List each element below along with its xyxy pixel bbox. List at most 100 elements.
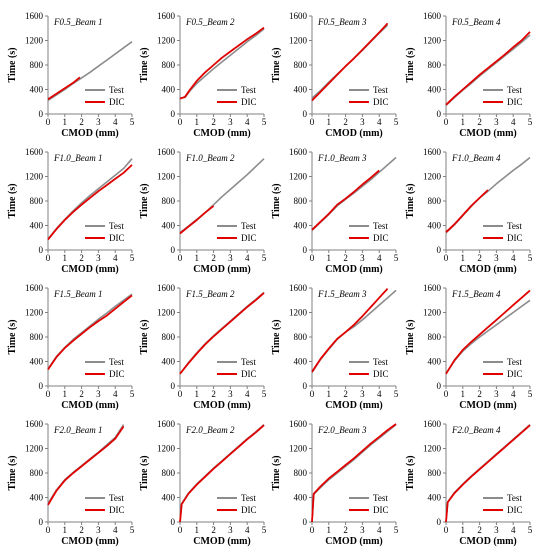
x-tick-label: 0: [444, 525, 449, 535]
y-tick-label: 0: [437, 517, 442, 527]
x-tick-label: 5: [262, 525, 267, 535]
panel-title: F2.0_Beam 1: [53, 425, 103, 435]
x-axis-label: CMOD (mm): [61, 264, 118, 275]
chart-panel: 0 400 800 1200 1600 0 1 2 3 4 5 CMOD (mm) Time (s) F1…: [271, 147, 399, 275]
y-axis-label: Time (s): [405, 47, 416, 82]
x-tick-label: 5: [262, 389, 267, 399]
x-axis-label: CMOD (mm): [325, 264, 382, 275]
legend-label: DIC: [241, 505, 257, 515]
y-tick-label: 1600: [423, 11, 442, 21]
panel-title: F1.5_Beam 1: [53, 289, 103, 299]
x-tick-label: 3: [228, 253, 233, 263]
x-axis-label: CMOD (mm): [325, 400, 382, 411]
legend-label: DIC: [507, 233, 523, 243]
y-tick-label: 800: [162, 196, 176, 206]
y-axis-label: Time (s): [139, 455, 150, 490]
x-axis-label: CMOD (mm): [193, 400, 250, 411]
x-tick-label: 2: [211, 389, 216, 399]
y-tick-label: 0: [39, 381, 44, 391]
chart-panel: 0 400 800 1200 1600 0 1 2 3 4 5 CMOD (mm) Time (s) F0…: [7, 11, 135, 139]
y-tick-label: 1600: [25, 11, 44, 21]
x-tick-label: 0: [178, 389, 183, 399]
series-line-dic: [47, 294, 133, 371]
panel-title: F1.0_Beam 1: [53, 153, 103, 163]
y-tick-label: 400: [428, 357, 442, 367]
x-tick-label: 4: [511, 525, 516, 535]
x-axis-label: CMOD (mm): [193, 264, 250, 275]
x-tick-label: 2: [79, 525, 84, 535]
x-tick-label: 3: [228, 117, 233, 127]
legend-label: DIC: [507, 505, 523, 515]
x-tick-label: 2: [477, 389, 482, 399]
x-tick-label: 4: [511, 117, 516, 127]
y-tick-label: 0: [303, 381, 308, 391]
y-tick-label: 800: [428, 60, 442, 70]
x-tick-label: 5: [130, 525, 135, 535]
legend-label: DIC: [241, 97, 257, 107]
x-tick-label: 5: [528, 389, 533, 399]
y-tick-label: 0: [171, 245, 176, 255]
x-tick-label: 5: [528, 525, 533, 535]
y-tick-label: 1200: [157, 308, 176, 318]
series-line-test: [311, 156, 397, 231]
y-axis-label: Time (s): [271, 319, 282, 354]
y-tick-label: 400: [294, 357, 308, 367]
x-axis-label: CMOD (mm): [193, 536, 250, 547]
y-tick-label: 800: [428, 332, 442, 342]
panel-title: F1.5_Beam 3: [317, 289, 367, 299]
series-line-dic: [311, 22, 389, 102]
legend-label: Test: [507, 221, 522, 231]
y-axis-label: Time (s): [271, 47, 282, 82]
x-axis-label: CMOD (mm): [459, 264, 516, 275]
y-tick-label: 1600: [157, 11, 176, 21]
x-tick-label: 0: [46, 117, 51, 127]
x-axis-label: CMOD (mm): [459, 128, 516, 139]
x-tick-label: 2: [211, 117, 216, 127]
x-tick-label: 2: [79, 389, 84, 399]
y-tick-label: 1200: [25, 444, 44, 454]
x-tick-label: 0: [444, 389, 449, 399]
panel-title: F0.5_Beam 4: [451, 17, 501, 27]
x-tick-label: 3: [360, 389, 365, 399]
legend-label: Test: [109, 357, 124, 367]
x-tick-label: 3: [96, 389, 101, 399]
x-tick-label: 4: [377, 389, 382, 399]
x-tick-label: 1: [63, 525, 68, 535]
x-axis-label: CMOD (mm): [459, 400, 516, 411]
legend-label: Test: [109, 493, 124, 503]
series-line-dic: [179, 292, 265, 375]
x-tick-label: 2: [79, 117, 84, 127]
legend-label: DIC: [241, 369, 257, 379]
x-axis-label: CMOD (mm): [61, 400, 118, 411]
x-tick-label: 2: [79, 253, 84, 263]
legend-label: DIC: [507, 97, 523, 107]
y-tick-label: 1600: [423, 147, 442, 157]
y-axis-label: Time (s): [7, 319, 18, 354]
y-tick-label: 0: [303, 517, 308, 527]
x-axis-label: CMOD (mm): [459, 536, 516, 547]
y-tick-label: 400: [162, 221, 176, 231]
y-tick-label: 0: [303, 109, 308, 119]
y-tick-label: 800: [162, 60, 176, 70]
y-tick-label: 800: [162, 468, 176, 478]
y-tick-label: 0: [39, 109, 44, 119]
y-tick-label: 1600: [289, 419, 308, 429]
legend-label: Test: [241, 85, 256, 95]
panel-title: F1.5_Beam 4: [451, 289, 501, 299]
x-axis-label: CMOD (mm): [61, 536, 118, 547]
y-axis-label: Time (s): [7, 47, 18, 82]
x-tick-label: 0: [310, 117, 315, 127]
x-tick-label: 0: [444, 117, 449, 127]
legend-label: DIC: [373, 369, 389, 379]
x-tick-label: 3: [228, 389, 233, 399]
x-tick-label: 2: [343, 253, 348, 263]
x-tick-label: 4: [245, 253, 250, 263]
x-tick-label: 0: [444, 253, 449, 263]
x-tick-label: 1: [327, 117, 332, 127]
y-tick-label: 800: [294, 332, 308, 342]
y-tick-label: 1200: [157, 444, 176, 454]
y-tick-label: 0: [39, 517, 44, 527]
chart-panel: 0 400 800 1200 1600 0 1 2 3 4 5 CMOD (mm) Time (s) F1…: [405, 283, 533, 411]
y-tick-label: 400: [294, 221, 308, 231]
x-tick-label: 1: [461, 253, 466, 263]
